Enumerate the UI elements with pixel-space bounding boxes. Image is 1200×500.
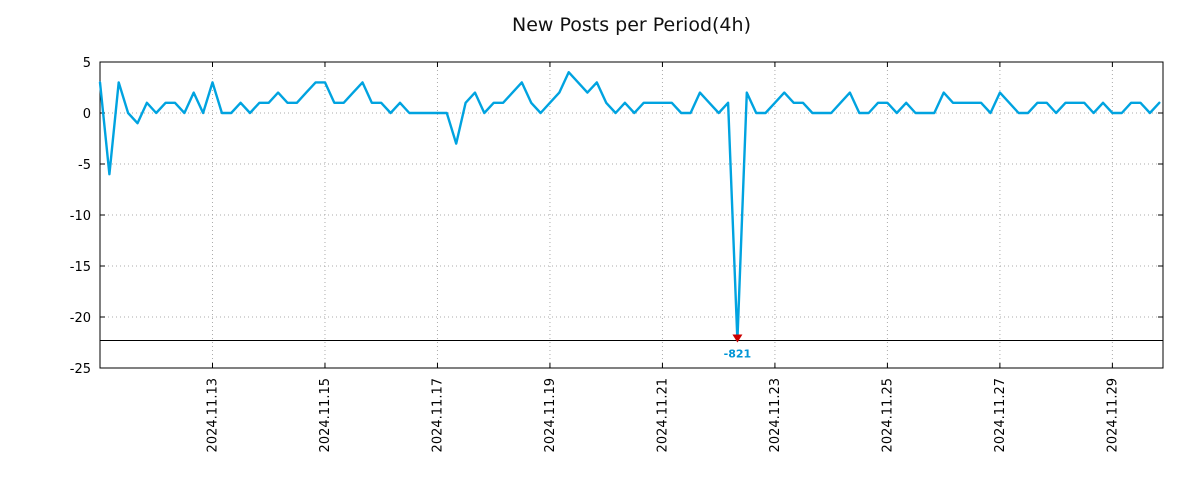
y-tick-label: -20: [70, 311, 91, 326]
x-tick-label: 2024.11.17: [430, 378, 445, 452]
x-tick-label: 2024.11.21: [655, 378, 670, 452]
y-tick-label: -10: [70, 209, 91, 224]
min-value-label: -821: [724, 347, 752, 360]
x-tick-label: 2024.11.27: [993, 378, 1008, 452]
y-tick-label: 5: [83, 56, 91, 71]
x-tick-label: 2024.11.15: [318, 378, 333, 452]
y-tick-label: 0: [83, 107, 91, 122]
x-tick-label: 2024.11.25: [880, 378, 895, 452]
min-marker-icon: [732, 334, 743, 343]
y-tick-label: -25: [70, 362, 91, 377]
series-line: [98, 70, 1161, 342]
x-tick-label: 2024.11.13: [205, 378, 220, 452]
x-tick-label: 2024.11.29: [1105, 378, 1120, 452]
x-tick-label: 2024.11.23: [768, 378, 783, 452]
x-tick-label: 2024.11.19: [543, 378, 558, 452]
chart-title: New Posts per Period(4h): [512, 14, 751, 36]
y-tick-label: -15: [70, 260, 91, 275]
y-tick-label: -5: [78, 158, 91, 173]
plot-border: [99, 61, 1164, 369]
